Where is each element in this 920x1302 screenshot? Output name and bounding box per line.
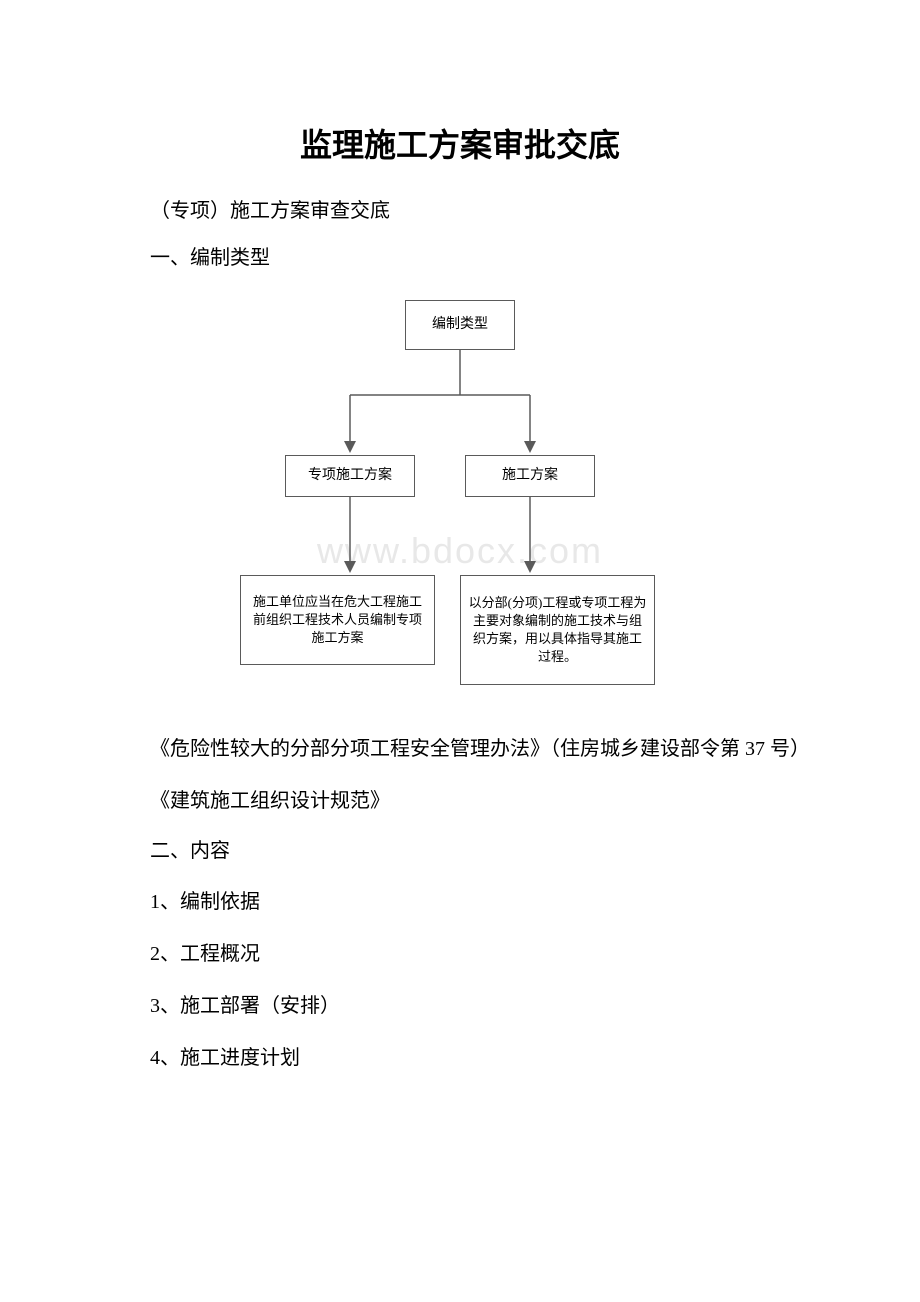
document-title: 监理施工方案审批交底 bbox=[110, 120, 810, 166]
flowchart: www.bdocx.com 编制类型 专项施工方案 施工方案 施工单位应当在危大… bbox=[240, 300, 680, 690]
content-item-2: 2、工程概况 bbox=[110, 935, 810, 973]
flowchart-container: www.bdocx.com 编制类型 专项施工方案 施工方案 施工单位应当在危大… bbox=[110, 300, 810, 690]
flowchart-connectors bbox=[240, 300, 680, 690]
content-item-1: 1、编制依据 bbox=[110, 883, 810, 921]
content-item-4: 4、施工进度计划 bbox=[110, 1039, 810, 1077]
content-item-3: 3、施工部署（安排） bbox=[110, 987, 810, 1025]
reference-1: 《危险性较大的分部分项工程安全管理办法》（住房城乡建设部令第 37 号） bbox=[110, 730, 810, 768]
section-1-heading: 一、编制类型 bbox=[110, 241, 810, 270]
document-subtitle: （专项）施工方案审查交底 bbox=[110, 194, 810, 223]
section-2-heading: 二、内容 bbox=[110, 834, 810, 863]
reference-2: 《建筑施工组织设计规范》 bbox=[110, 782, 810, 820]
